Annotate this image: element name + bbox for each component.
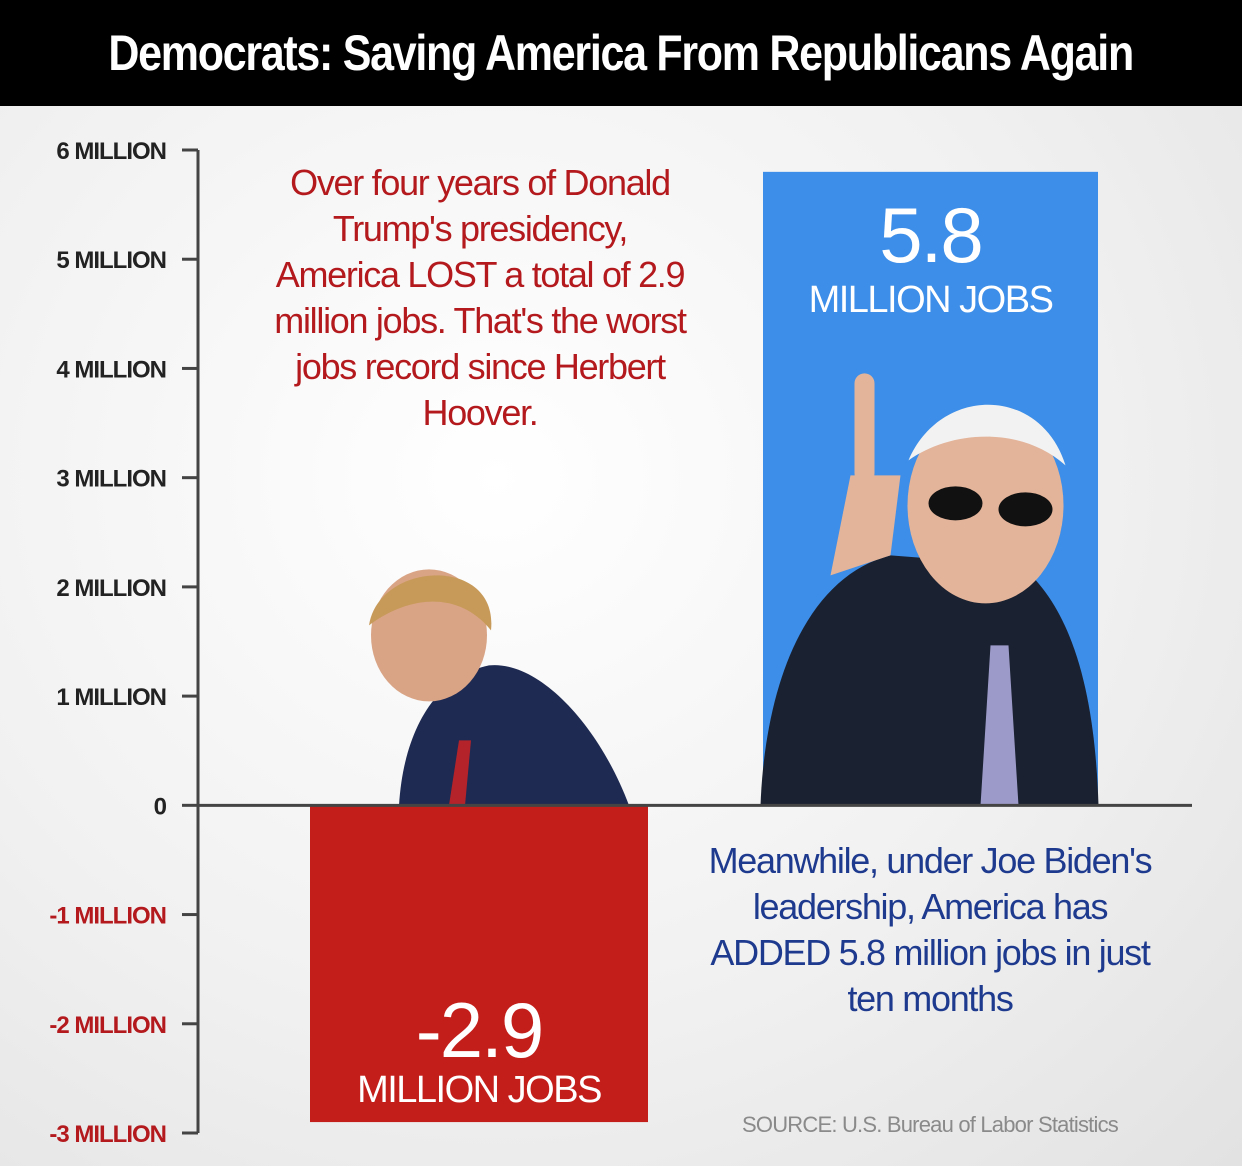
y-tick-label: -1 MILLION <box>49 903 166 930</box>
trump-caption: Over four years of Donald Trump's presid… <box>274 162 687 433</box>
red-tie-shape <box>449 740 471 806</box>
trump-hair-shape <box>369 575 492 631</box>
biden-caption: Meanwhile, under Joe Biden's leadership,… <box>708 840 1153 1019</box>
y-tick-label: -2 MILLION <box>49 1012 166 1039</box>
y-tick-label: 6 MILLION <box>56 138 166 165</box>
y-tick-label: 1 MILLION <box>56 684 166 711</box>
y-tick-label: 3 MILLION <box>56 466 166 493</box>
y-tick-label: 4 MILLION <box>56 356 166 383</box>
page-title: Democrats: Saving America From Republica… <box>108 25 1135 81</box>
sunglasses-right-lens <box>998 492 1053 527</box>
y-tick-label: -3 MILLION <box>49 1121 166 1148</box>
y-tick-label: 0 <box>154 793 167 820</box>
y-tick-label: 5 MILLION <box>56 247 166 274</box>
lavender-tie-shape <box>980 645 1019 806</box>
thumb-icon <box>854 373 875 484</box>
thumbs-up-hand <box>830 475 901 576</box>
bar-unit-label: MILLION JOBS <box>357 1069 601 1111</box>
biden-hair-shape <box>908 404 1066 466</box>
source-note: SOURCE: U.S. Bureau of Labor Statistics <box>742 1112 1119 1137</box>
sunglasses-left-lens <box>928 486 983 521</box>
title-bar: Democrats: Saving America From Republica… <box>0 0 1242 106</box>
bar-value-label: -2.9 <box>416 986 542 1074</box>
y-tick-label: 2 MILLION <box>56 575 166 602</box>
bar-value-label: 5.8 <box>879 191 981 279</box>
bar-unit-label: MILLION JOBS <box>809 279 1053 321</box>
biden-head-shape <box>907 407 1064 604</box>
negative-bar <box>310 805 648 1123</box>
